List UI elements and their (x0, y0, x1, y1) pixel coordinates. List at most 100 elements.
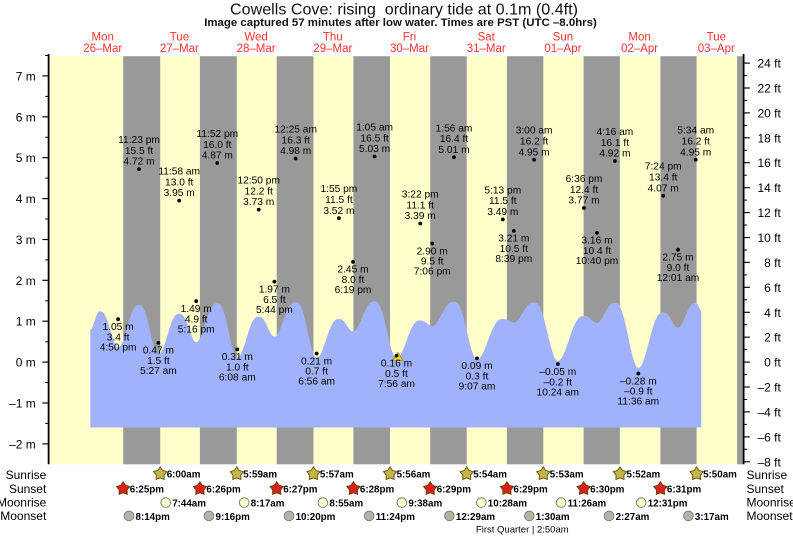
svg-text:16 ft: 16 ft (757, 156, 781, 170)
svg-text:13.0 ft: 13.0 ft (165, 177, 193, 188)
svg-text:10:40 pm: 10:40 pm (576, 256, 618, 267)
svg-text:5:50am: 5:50am (703, 470, 737, 481)
svg-text:First Quarter | 2:50am: First Quarter | 2:50am (476, 524, 569, 535)
svg-text:12:50 pm: 12:50 pm (237, 176, 279, 187)
svg-text:Sunset: Sunset (747, 482, 785, 496)
svg-text:Sunset: Sunset (9, 482, 47, 496)
svg-text:6.5 ft: 6.5 ft (263, 295, 286, 306)
svg-text:Thu: Thu (323, 31, 343, 43)
svg-text:15.5 ft: 15.5 ft (125, 146, 153, 157)
svg-text:16.3 ft: 16.3 ft (282, 135, 310, 146)
svg-text:0 m: 0 m (16, 356, 36, 370)
svg-text:7 m: 7 m (16, 69, 36, 83)
svg-text:5:59am: 5:59am (243, 470, 277, 481)
svg-text:3:22 pm: 3:22 pm (402, 190, 439, 201)
svg-text:6:27pm: 6:27pm (283, 484, 318, 495)
svg-text:11:24pm: 11:24pm (376, 512, 416, 523)
svg-text:27–Mar: 27–Mar (160, 43, 199, 55)
svg-text:02–Apr: 02–Apr (621, 43, 658, 55)
svg-text:Sunrise: Sunrise (6, 468, 47, 482)
svg-text:Moonset: Moonset (747, 509, 793, 523)
svg-text:2 ft: 2 ft (764, 331, 781, 345)
svg-text:4 m: 4 m (16, 192, 36, 206)
svg-text:10.4 ft: 10.4 ft (583, 246, 611, 257)
svg-text:6 ft: 6 ft (764, 281, 781, 295)
svg-text:6:26pm: 6:26pm (206, 484, 241, 495)
svg-text:3.52 m: 3.52 m (323, 206, 354, 217)
svg-text:11:26am: 11:26am (568, 498, 607, 509)
svg-text:28–Mar: 28–Mar (237, 43, 276, 55)
svg-text:5:27 am: 5:27 am (140, 366, 177, 377)
svg-text:0.7 ft: 0.7 ft (305, 367, 328, 378)
svg-text:6:28pm: 6:28pm (360, 484, 395, 495)
svg-text:11:52 pm: 11:52 pm (196, 129, 238, 140)
svg-text:5:53am: 5:53am (550, 470, 584, 481)
svg-text:16.2 ft: 16.2 ft (682, 137, 710, 148)
svg-text:01–Apr: 01–Apr (544, 43, 581, 55)
svg-text:9:07 am: 9:07 am (459, 382, 496, 393)
svg-text:10:28am: 10:28am (488, 498, 528, 509)
svg-text:16.5 ft: 16.5 ft (360, 133, 388, 144)
svg-text:4:50 pm: 4:50 pm (100, 342, 137, 353)
svg-text:Moonrise: Moonrise (0, 496, 47, 510)
svg-text:6:36 pm: 6:36 pm (566, 174, 603, 185)
svg-text:13.4 ft: 13.4 ft (649, 173, 677, 184)
svg-text:5:57am: 5:57am (320, 470, 354, 481)
svg-text:3.21 m: 3.21 m (498, 234, 529, 245)
svg-text:–8 ft: –8 ft (757, 455, 781, 469)
svg-text:1.0 ft: 1.0 ft (226, 363, 249, 374)
svg-text:4.95 m: 4.95 m (519, 147, 550, 158)
svg-text:–2 ft: –2 ft (757, 381, 781, 395)
svg-text:5:44 pm: 5:44 pm (256, 305, 293, 316)
svg-text:6:29pm: 6:29pm (437, 484, 472, 495)
svg-text:1:56 am: 1:56 am (436, 123, 473, 134)
svg-text:8:55am: 8:55am (329, 498, 363, 509)
svg-text:4.92 m: 4.92 m (599, 149, 630, 160)
svg-text:7:56 am: 7:56 am (378, 379, 415, 390)
svg-text:5.01 m: 5.01 m (438, 145, 469, 156)
svg-text:4.9 ft: 4.9 ft (185, 314, 208, 325)
svg-text:3.16 m: 3.16 m (581, 236, 612, 247)
svg-text:6:08 am: 6:08 am (219, 373, 256, 384)
svg-text:0.31 m: 0.31 m (222, 352, 253, 363)
svg-text:26–Mar: 26–Mar (83, 43, 122, 55)
svg-text:Cowells Cove: rising ordinary: Cowells Cove: rising ordinary tide at 0.… (230, 1, 578, 19)
svg-text:5:56am: 5:56am (397, 470, 431, 481)
svg-text:8.0 ft: 8.0 ft (342, 275, 365, 286)
svg-text:6:30pm: 6:30pm (590, 484, 625, 495)
svg-text:2:27am: 2:27am (616, 512, 650, 523)
svg-text:Sunrise: Sunrise (747, 468, 788, 482)
svg-text:12.2 ft: 12.2 ft (245, 186, 273, 197)
svg-text:6:56 am: 6:56 am (298, 377, 335, 388)
svg-text:–2 m: –2 m (9, 437, 36, 451)
svg-text:Fri: Fri (403, 31, 416, 43)
svg-text:22 ft: 22 ft (757, 82, 781, 96)
svg-text:Image captured 57 minutes afte: Image captured 57 minutes after low wate… (204, 17, 597, 29)
svg-text:4:16 am: 4:16 am (596, 127, 633, 138)
svg-text:12 ft: 12 ft (757, 206, 781, 220)
svg-text:18 ft: 18 ft (757, 131, 781, 145)
svg-text:Wed: Wed (244, 31, 267, 43)
svg-text:29–Mar: 29–Mar (313, 43, 352, 55)
svg-text:12:25 am: 12:25 am (274, 125, 316, 136)
svg-text:5:16 pm: 5:16 pm (178, 324, 215, 335)
svg-text:10:20pm: 10:20pm (296, 512, 336, 523)
svg-text:6:31pm: 6:31pm (667, 484, 702, 495)
svg-text:5:54am: 5:54am (473, 470, 507, 481)
svg-text:3.95 m: 3.95 m (164, 188, 195, 199)
svg-text:3.4 ft: 3.4 ft (107, 332, 130, 343)
svg-text:6:19 pm: 6:19 pm (335, 285, 372, 296)
svg-text:4 ft: 4 ft (764, 306, 781, 320)
svg-text:Tue: Tue (707, 31, 726, 43)
svg-text:–1 m: –1 m (9, 397, 36, 411)
svg-text:8:39 pm: 8:39 pm (495, 254, 532, 265)
svg-text:03–Apr: 03–Apr (698, 43, 735, 55)
svg-text:16.4 ft: 16.4 ft (440, 134, 468, 145)
svg-text:0.5 ft: 0.5 ft (385, 369, 408, 380)
svg-text:2.45 m: 2.45 m (337, 265, 368, 276)
svg-text:–6 ft: –6 ft (757, 430, 781, 444)
svg-text:10:24 am: 10:24 am (537, 387, 579, 398)
svg-text:4.98 m: 4.98 m (280, 146, 311, 157)
svg-text:7:24 pm: 7:24 pm (645, 162, 682, 173)
svg-text:14 ft: 14 ft (757, 181, 781, 195)
